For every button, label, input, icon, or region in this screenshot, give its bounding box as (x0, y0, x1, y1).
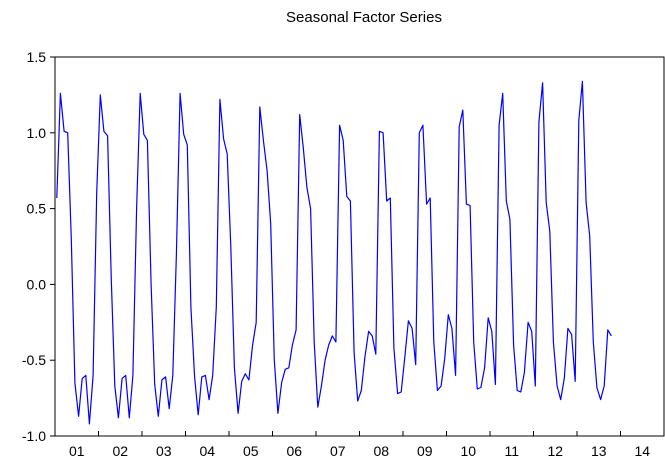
x-tick-label: 02 (112, 443, 128, 459)
x-tick-label: 05 (243, 443, 259, 459)
x-tick-label: 13 (591, 443, 607, 459)
y-tick-label: 0.5 (27, 201, 47, 217)
x-axis: 01 02 03 04 05 06 07 08 09 10 11 12 13 14 (69, 431, 650, 459)
x-tick-label: 04 (199, 443, 215, 459)
y-tick-label: -0.5 (22, 352, 46, 368)
x-tick-label: 09 (417, 443, 433, 459)
x-tick-label: 11 (504, 443, 519, 459)
y-tick-label: -1.0 (22, 428, 46, 444)
y-axis: 1.5 1.0 0.5 0.0 -0.5 -1.0 (22, 49, 55, 444)
x-tick-label: 08 (373, 443, 389, 459)
x-tick-label: 14 (634, 443, 650, 459)
x-tick-label: 03 (156, 443, 172, 459)
x-tick-label: 01 (69, 443, 85, 459)
x-tick-label: 06 (286, 443, 302, 459)
series-layer (56, 80, 612, 425)
x-tick-label: 07 (330, 443, 346, 459)
y-tick-label: 1.5 (27, 49, 47, 65)
x-tick-label: 10 (460, 443, 476, 459)
x-tick-label: 12 (547, 443, 563, 459)
y-tick-label: 1.0 (27, 125, 47, 141)
seasonal-factor-line (56, 80, 612, 425)
chart-title: Seasonal Factor Series (286, 9, 442, 26)
plot-frame (54, 56, 665, 437)
y-tick-label: 0.0 (27, 276, 47, 292)
